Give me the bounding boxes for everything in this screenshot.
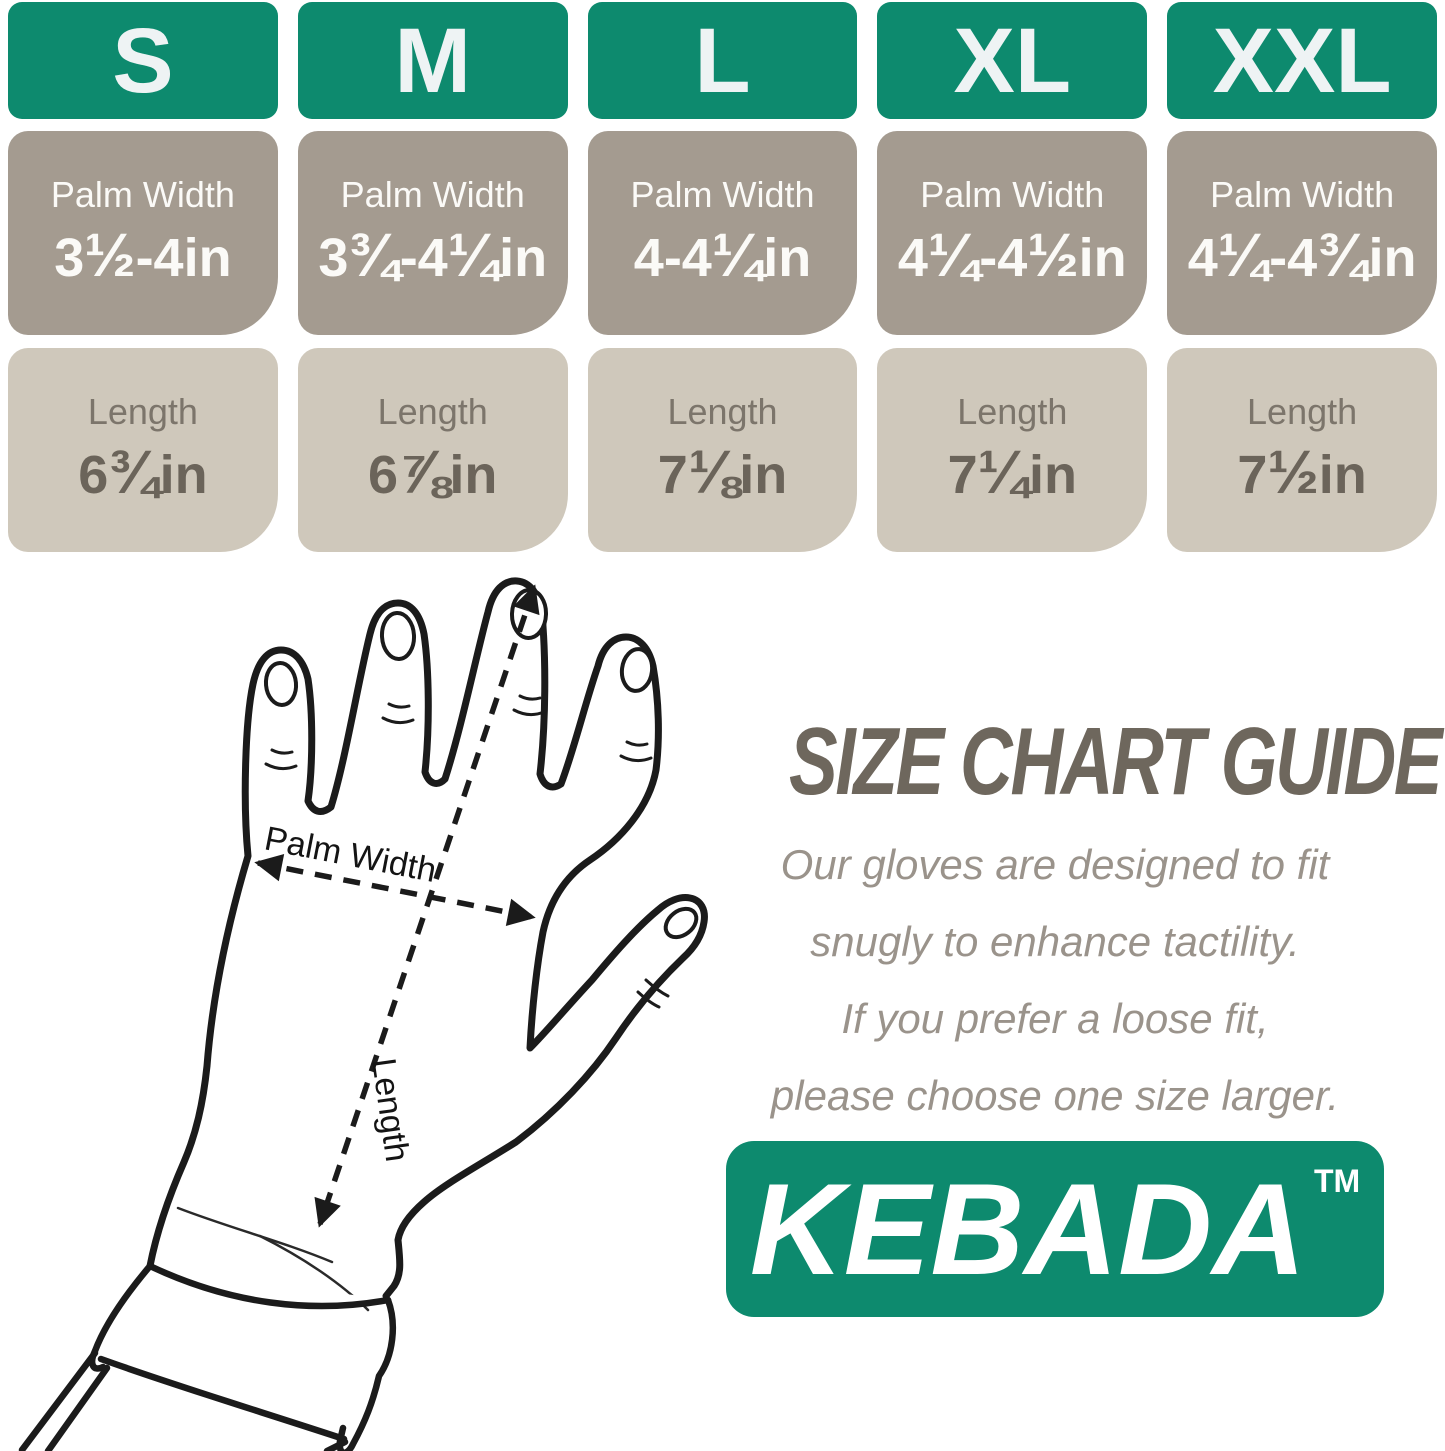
length-cell-s: Length 6¾in [8,348,278,552]
size-column-s: S Palm Width 3½-4in Length 6¾in [8,2,278,552]
cuff-and-sleeve [18,1262,397,1451]
guide-title: SIZE CHART GUIDE [789,708,1443,815]
length-label: Length [957,390,1068,432]
guide-line: please choose one size larger. [770,1072,1340,1119]
palm-width-label: Palm Width [630,173,815,215]
palm-width-cell-l: Palm Width 4-4¼in [587,131,858,335]
size-header-s: S [8,2,278,119]
palm-width-value: 4¼-4½in [897,221,1127,291]
guide-line: snugly to enhance tactility. [810,918,1300,965]
palm-width-label: Palm Width [920,173,1105,215]
length-label: Length [87,390,198,432]
size-header-xxl: XXL [1167,2,1437,119]
guide-description: Our gloves are designed to fit snugly to… [705,826,1405,1134]
length-cell-xl: Length 7¼in [877,348,1148,552]
hand-outline [146,577,708,1300]
size-header-m: M [297,2,568,119]
size-column-xl: XL Palm Width 4¼-4½in Length 7¼in [877,2,1148,552]
palm-width-label: Palm Width [50,173,235,215]
length-label: Length [1247,390,1358,432]
palm-width-cell-m: Palm Width 3¾-4¼in [297,131,568,335]
palm-width-label: Palm Width [1210,173,1395,215]
guide-line: Our gloves are designed to fit [780,841,1330,888]
length-cell-xxl: Length 7½in [1167,348,1437,552]
length-value: 7⅛in [657,438,788,508]
size-column-m: M Palm Width 3¾-4¼in Length 6⅞in [297,2,568,552]
length-value: 6⅞in [368,438,498,508]
length-label: Length [667,390,778,432]
palm-width-label: Palm Width [340,173,525,215]
palm-width-value: 4¼-4¾in [1187,221,1417,291]
size-header-l: L [587,2,858,119]
palm-width-cell-xxl: Palm Width 4¼-4¾in [1167,131,1437,335]
palm-width-cell-xl: Palm Width 4¼-4½in [877,131,1148,335]
brand-badge: KEBADA TM [726,1141,1384,1317]
palm-width-cell-s: Palm Width 3½-4in [8,131,278,335]
size-column-l: L Palm Width 4-4¼in Length 7⅛in [587,2,858,552]
length-value: 7¼in [947,438,1077,508]
length-value: 7½in [1237,438,1367,508]
trademark-symbol: TM [1313,1162,1361,1199]
hand-measurement-diagram: Palm Width Length [18,577,708,1451]
brand-logo-text: KEBADA [749,1156,1306,1302]
size-column-xxl: XXL Palm Width 4¼-4¾in Length 7½in [1167,2,1437,552]
length-cell-l: Length 7⅛in [587,348,858,552]
length-cell-m: Length 6⅞in [297,348,568,552]
palm-width-value: 4-4¼in [633,221,812,291]
size-table: S Palm Width 3½-4in Length 6¾in M Palm W… [8,2,1437,552]
palm-width-value: 3½-4in [54,221,232,291]
palm-width-arrow [254,854,536,926]
size-header-xl: XL [877,2,1148,119]
length-value: 6¾in [78,438,208,508]
guide-line: If you prefer a loose fit, [841,995,1269,1042]
length-label: Length [377,390,488,432]
palm-width-value: 3¾-4¼in [318,221,548,291]
